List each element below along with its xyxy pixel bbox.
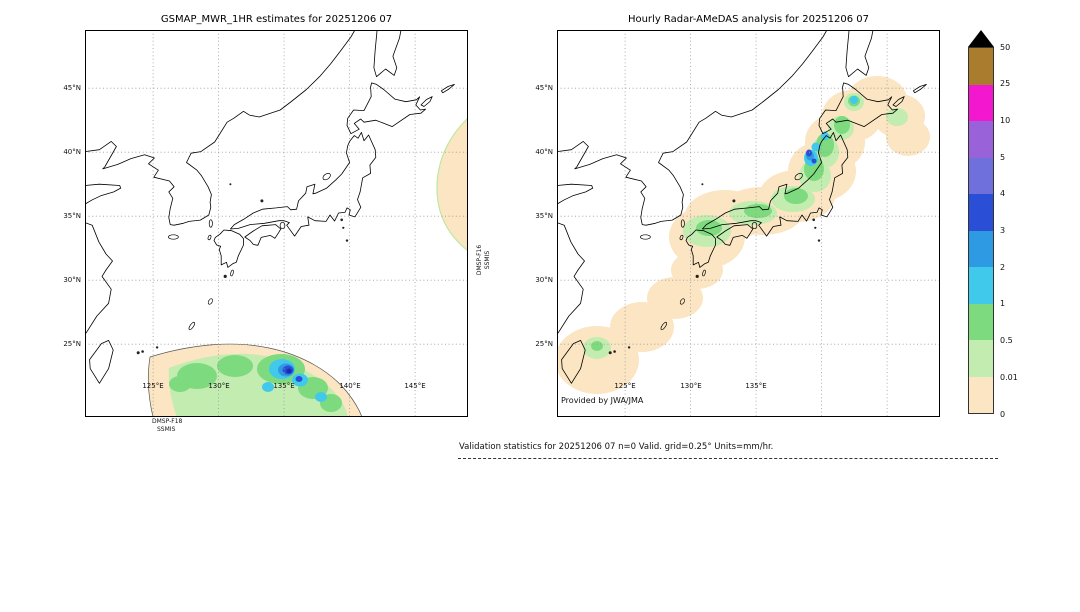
swath-sensor-label: DMSP-F18 SSMIS bbox=[152, 418, 182, 434]
colorbar-segment bbox=[969, 84, 993, 121]
lon-tick-label: 130°E bbox=[680, 382, 702, 390]
colorbar-tick-label: 1 bbox=[1000, 299, 1006, 308]
colorbar-overflow-triangle-icon bbox=[968, 30, 994, 47]
radar-heavy-rain bbox=[806, 149, 817, 164]
lon-tick-label: 130°E bbox=[208, 382, 230, 390]
swath-edge-line bbox=[147, 343, 363, 417]
lat-tick-label: 35°N bbox=[535, 212, 553, 220]
colorbar-segment bbox=[969, 340, 993, 377]
colorbar-tick-label: 4 bbox=[1000, 189, 1006, 198]
lon-tick-label: 125°E bbox=[614, 382, 636, 390]
colorbar-tick-label: 50 bbox=[1000, 43, 1011, 52]
lon-tick-label: 125°E bbox=[142, 382, 164, 390]
lon-tick-label: 140°E bbox=[339, 382, 361, 390]
swath-sensor-name: DMSP-F18 bbox=[152, 418, 183, 425]
lat-tick-label: 45°N bbox=[63, 84, 81, 92]
lat-tick-label: 40°N bbox=[535, 148, 553, 156]
lat-tick-label: 30°N bbox=[535, 276, 553, 284]
lat-tick-label: 25°N bbox=[535, 340, 553, 348]
footer-divider bbox=[458, 458, 998, 459]
colorbar-tick-label: 25 bbox=[1000, 79, 1011, 88]
edge-sensor-name: DMSP-F16 bbox=[476, 244, 483, 276]
colorbar-segment bbox=[969, 194, 993, 231]
radar-amedas-analysis-map bbox=[557, 30, 940, 417]
colorbar-tick-label: 2 bbox=[1000, 263, 1006, 272]
colorbar bbox=[968, 47, 994, 414]
f16-swath-edge-area bbox=[437, 118, 468, 251]
edge-sensor-label: DMSP-F16 SSMIS bbox=[476, 230, 492, 290]
colorbar-tick-label: 0.5 bbox=[1000, 336, 1013, 345]
colorbar-segment bbox=[969, 267, 993, 304]
lon-tick-label: 145°E bbox=[404, 382, 426, 390]
lat-tick-label: 35°N bbox=[63, 212, 81, 220]
right-map-frame bbox=[557, 30, 940, 417]
colorbar-tick-label: 0 bbox=[1000, 410, 1006, 419]
swath-intense-core bbox=[286, 368, 292, 374]
lon-tick-label: 135°E bbox=[745, 382, 767, 390]
f16-swath-edge-line bbox=[436, 117, 468, 252]
validation-statistics-text: Validation statistics for 20251206 07 n=… bbox=[459, 442, 774, 452]
lon-tick-label: 135°E bbox=[273, 382, 295, 390]
colorbar-segment bbox=[969, 121, 993, 158]
gsmap-mwr-estimate-map bbox=[85, 30, 468, 417]
colorbar-segment bbox=[969, 157, 993, 194]
left-map-title: GSMAP_MWR_1HR estimates for 20251206 07 bbox=[160, 14, 393, 25]
colorbar-segment bbox=[969, 376, 993, 413]
colorbar-tick-label: 5 bbox=[1000, 153, 1006, 162]
colorbar-segment bbox=[969, 303, 993, 340]
lat-tick-label: 30°N bbox=[63, 276, 81, 284]
colorbar-segment bbox=[969, 230, 993, 267]
lat-tick-label: 40°N bbox=[63, 148, 81, 156]
radar-precipitation-layer bbox=[557, 76, 930, 394]
colorbar-segment bbox=[969, 48, 993, 85]
right-map-title: Hourly Radar-AMeDAS analysis for 2025120… bbox=[627, 14, 870, 25]
swath-sensor-instrument: SSMIS bbox=[157, 426, 176, 433]
data-provider-credit: Provided by JWA/JMA bbox=[561, 396, 644, 405]
lat-tick-label: 45°N bbox=[535, 84, 553, 92]
colorbar-tick-label: 0.01 bbox=[1000, 373, 1018, 382]
left-map-frame bbox=[85, 30, 468, 417]
colorbar-tick-label: 3 bbox=[1000, 226, 1006, 235]
edge-sensor-instrument: SSMIS bbox=[484, 250, 491, 270]
radar-trace-area bbox=[557, 76, 930, 394]
precipitation-swath-layer bbox=[147, 117, 468, 417]
colorbar-tick-label: 10 bbox=[1000, 116, 1011, 125]
left-map-coastlines bbox=[85, 30, 455, 384]
lat-tick-label: 25°N bbox=[63, 340, 81, 348]
